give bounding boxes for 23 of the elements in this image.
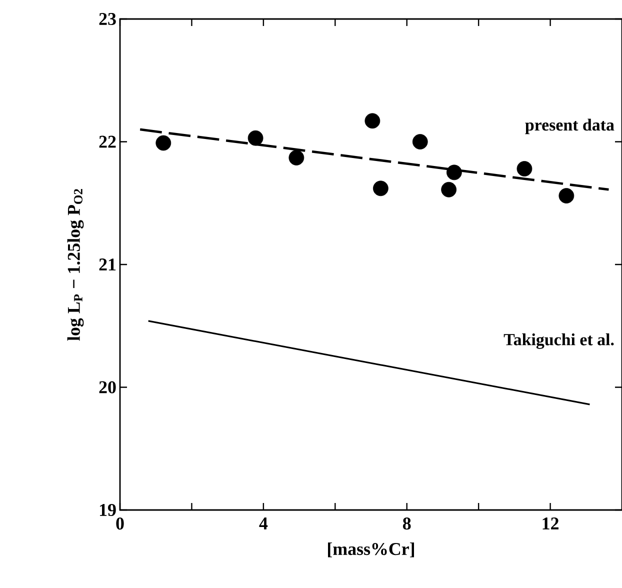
x-tick-label: 12 [542, 518, 558, 530]
y-tick-label: 22 [99, 136, 116, 148]
point [364, 113, 380, 129]
y-axis-title: log L$_{P}$ − 1.25log P$_{O2}$ [67, 189, 84, 341]
point [516, 161, 532, 176]
x-axis-title: [mass%Cr] [328, 542, 414, 558]
x-tick-label: 8 [402, 518, 411, 530]
x-tick-label: 4 [259, 518, 268, 530]
y-tick-label: 20 [99, 381, 116, 394]
annotation: Takiguchi et al. [504, 333, 614, 349]
x-tick-label: 0 [116, 518, 124, 530]
point [441, 182, 457, 198]
y-tick-label: 21 [99, 258, 116, 270]
point [446, 164, 462, 180]
point [156, 135, 172, 151]
y-tick-label: 19 [100, 504, 116, 516]
y-tick-label: 23 [99, 12, 116, 26]
point [248, 130, 264, 146]
point [558, 188, 574, 204]
point [372, 180, 388, 196]
point [288, 150, 304, 166]
annotation: present data [525, 118, 614, 134]
point [412, 134, 428, 150]
